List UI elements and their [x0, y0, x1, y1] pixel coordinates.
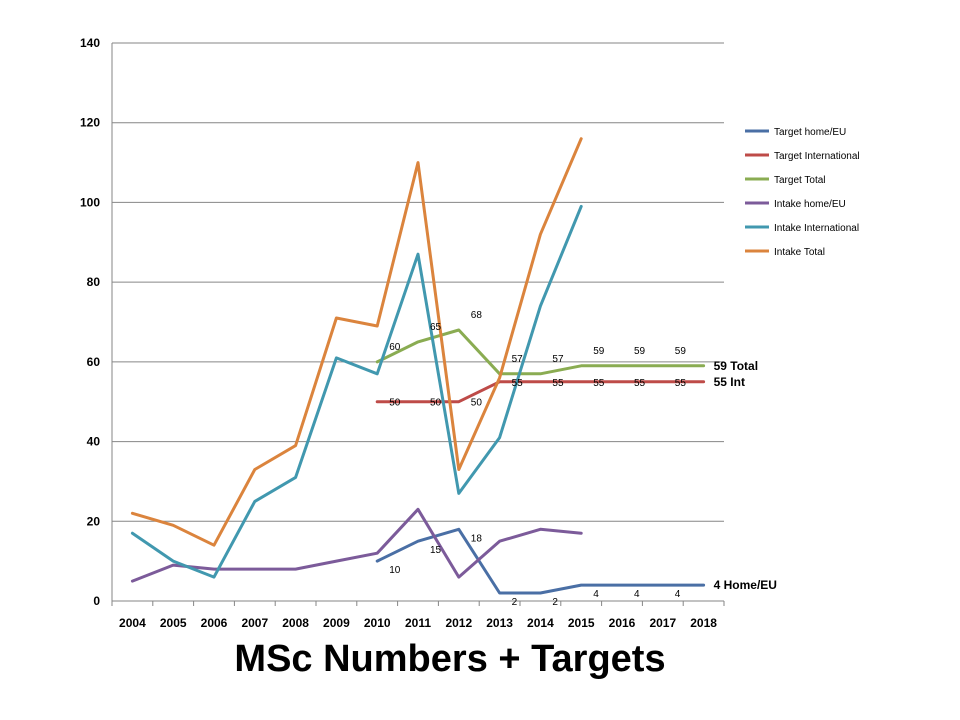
gridlines	[112, 42, 724, 522]
data-label: 55	[512, 378, 524, 389]
data-label: 15	[430, 545, 442, 556]
chart-title: MSc Numbers + Targets	[234, 638, 666, 680]
y-tick-label: 140	[80, 36, 100, 50]
y-tick-label: 20	[87, 514, 101, 528]
series-line	[130, 204, 583, 579]
x-tick-label: 2014	[527, 616, 554, 630]
data-label: 68	[471, 310, 483, 321]
series-line	[375, 328, 706, 376]
x-tick-label: 2018	[690, 616, 717, 630]
series-line	[130, 507, 583, 583]
x-tick-label: 2009	[323, 616, 350, 630]
end-label: 55 Int	[714, 375, 745, 389]
x-tick-label: 2007	[241, 616, 268, 630]
data-label: 50	[389, 398, 401, 409]
x-tick-label: 2004	[119, 616, 146, 630]
legend-label: Target home/EU	[774, 127, 846, 138]
x-tick-label: 2008	[282, 616, 309, 630]
x-tick-label: 2010	[364, 616, 391, 630]
axes: 0 20 40 60 80 100 120 140 2004 2005 2006 2007 2008 20…	[80, 36, 725, 630]
y-tick-label: 40	[87, 435, 101, 449]
series-lines	[130, 137, 706, 595]
data-label: 60	[389, 342, 401, 353]
legend-label: Target Total	[774, 175, 826, 186]
x-tick-label: 2017	[649, 616, 676, 630]
x-tick-label: 2016	[609, 616, 636, 630]
y-tick-label: 60	[87, 355, 101, 369]
legend-label: Intake home/EU	[774, 199, 846, 210]
x-tick-label: 2012	[445, 616, 472, 630]
data-label: 10	[389, 565, 401, 576]
x-tick-label: 2015	[568, 616, 595, 630]
y-tick-label: 80	[87, 275, 101, 289]
end-label: 4 Home/EU	[714, 578, 777, 592]
legend-label: Intake International	[774, 223, 859, 234]
data-labels: 10 15 18 2 2 4 4 4 50 50 50 55 55 55 55 55 60 65 68 57 57 59 5…	[389, 310, 777, 608]
data-label: 59	[593, 346, 605, 357]
data-label: 2	[552, 597, 558, 608]
legend-label: Intake Total	[774, 247, 825, 258]
data-label: 59	[675, 346, 687, 357]
y-tick-label: 120	[80, 116, 100, 130]
data-label: 55	[552, 378, 564, 389]
data-label: 2	[512, 597, 518, 608]
data-label: 57	[552, 354, 564, 365]
x-tick-label: 2011	[405, 616, 431, 630]
legend-label: Target International	[774, 151, 860, 162]
data-label: 4	[634, 589, 640, 600]
end-label: 59 Total	[714, 359, 758, 373]
data-label: 4	[675, 589, 681, 600]
legend: Target home/EU Target International Target…	[745, 127, 860, 258]
data-label: 50	[471, 398, 483, 409]
data-label: 65	[430, 322, 442, 333]
x-tick-label: 2005	[160, 616, 187, 630]
data-label: 55	[634, 378, 646, 389]
data-label: 55	[593, 378, 605, 389]
x-tick-label: 2006	[201, 616, 228, 630]
data-label: 18	[471, 533, 483, 544]
y-tick-label: 100	[80, 195, 100, 209]
x-tick-label: 2013	[486, 616, 513, 630]
series-line	[375, 380, 706, 404]
data-label: 57	[512, 354, 524, 365]
data-label: 4	[593, 589, 599, 600]
data-label: 55	[675, 378, 687, 389]
series-line	[130, 137, 583, 547]
data-label: 59	[634, 346, 646, 357]
data-label: 50	[430, 398, 442, 409]
y-tick-label: 0	[93, 594, 100, 608]
series-line	[375, 527, 706, 595]
